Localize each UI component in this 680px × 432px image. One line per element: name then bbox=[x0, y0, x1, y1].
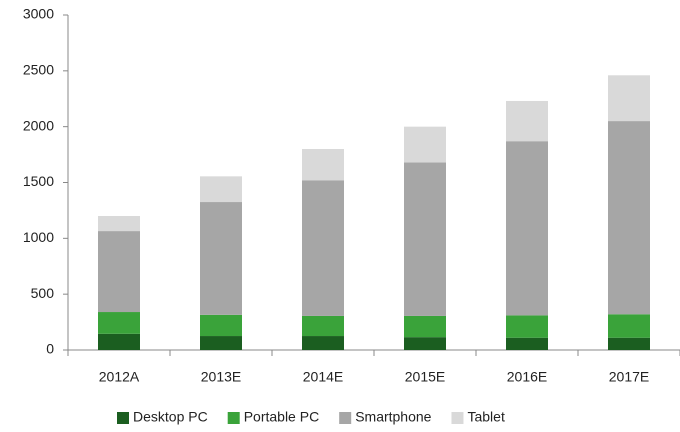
bar-segment bbox=[608, 337, 650, 350]
bar-segment bbox=[200, 336, 242, 350]
bar-segment bbox=[608, 121, 650, 315]
x-tick-label: 2013E bbox=[201, 369, 241, 385]
y-tick-label: 1500 bbox=[23, 173, 54, 189]
legend-swatch bbox=[227, 412, 240, 424]
y-tick-label: 2000 bbox=[23, 117, 54, 133]
legend-swatch bbox=[117, 412, 129, 424]
bar-segment bbox=[302, 149, 344, 181]
bar-segment bbox=[302, 315, 344, 337]
bar-segment bbox=[98, 231, 140, 313]
bar-segment bbox=[404, 162, 446, 316]
legend-label: Tablet bbox=[467, 409, 504, 425]
y-tick-label: 0 bbox=[46, 341, 54, 357]
bar-segment bbox=[200, 202, 242, 315]
y-tick-label: 1000 bbox=[23, 229, 54, 245]
x-tick-label: 2014E bbox=[303, 369, 343, 385]
bar-segment bbox=[506, 315, 548, 338]
bar-segment bbox=[200, 314, 242, 337]
bar-segment bbox=[404, 315, 446, 338]
bar-segment bbox=[200, 176, 242, 203]
bar-segment bbox=[302, 180, 344, 316]
bar-segment bbox=[98, 333, 140, 350]
bar-segment bbox=[302, 336, 344, 350]
y-tick-label: 2500 bbox=[23, 62, 54, 78]
legend-label: Portable PC bbox=[244, 409, 319, 425]
bar-segment bbox=[506, 141, 548, 316]
legend-label: Smartphone bbox=[355, 409, 431, 425]
bar-segment bbox=[506, 337, 548, 350]
bar-segment bbox=[506, 100, 548, 142]
bar-segment bbox=[98, 312, 140, 334]
y-tick-label: 3000 bbox=[23, 6, 54, 22]
x-tick-label: 2015E bbox=[405, 369, 445, 385]
bar-segment bbox=[98, 216, 140, 232]
legend-swatch bbox=[451, 412, 464, 424]
bar-segment bbox=[404, 337, 446, 350]
x-tick-label: 2012A bbox=[99, 369, 140, 385]
bar-segment bbox=[608, 314, 650, 338]
x-tick-label: 2016E bbox=[507, 369, 547, 385]
bar-segment bbox=[608, 75, 650, 122]
bar-segment bbox=[404, 126, 446, 163]
legend-label: Desktop PC bbox=[133, 409, 208, 425]
legend-swatch bbox=[339, 412, 352, 424]
y-tick-label: 500 bbox=[31, 285, 55, 301]
x-tick-label: 2017E bbox=[609, 369, 649, 385]
